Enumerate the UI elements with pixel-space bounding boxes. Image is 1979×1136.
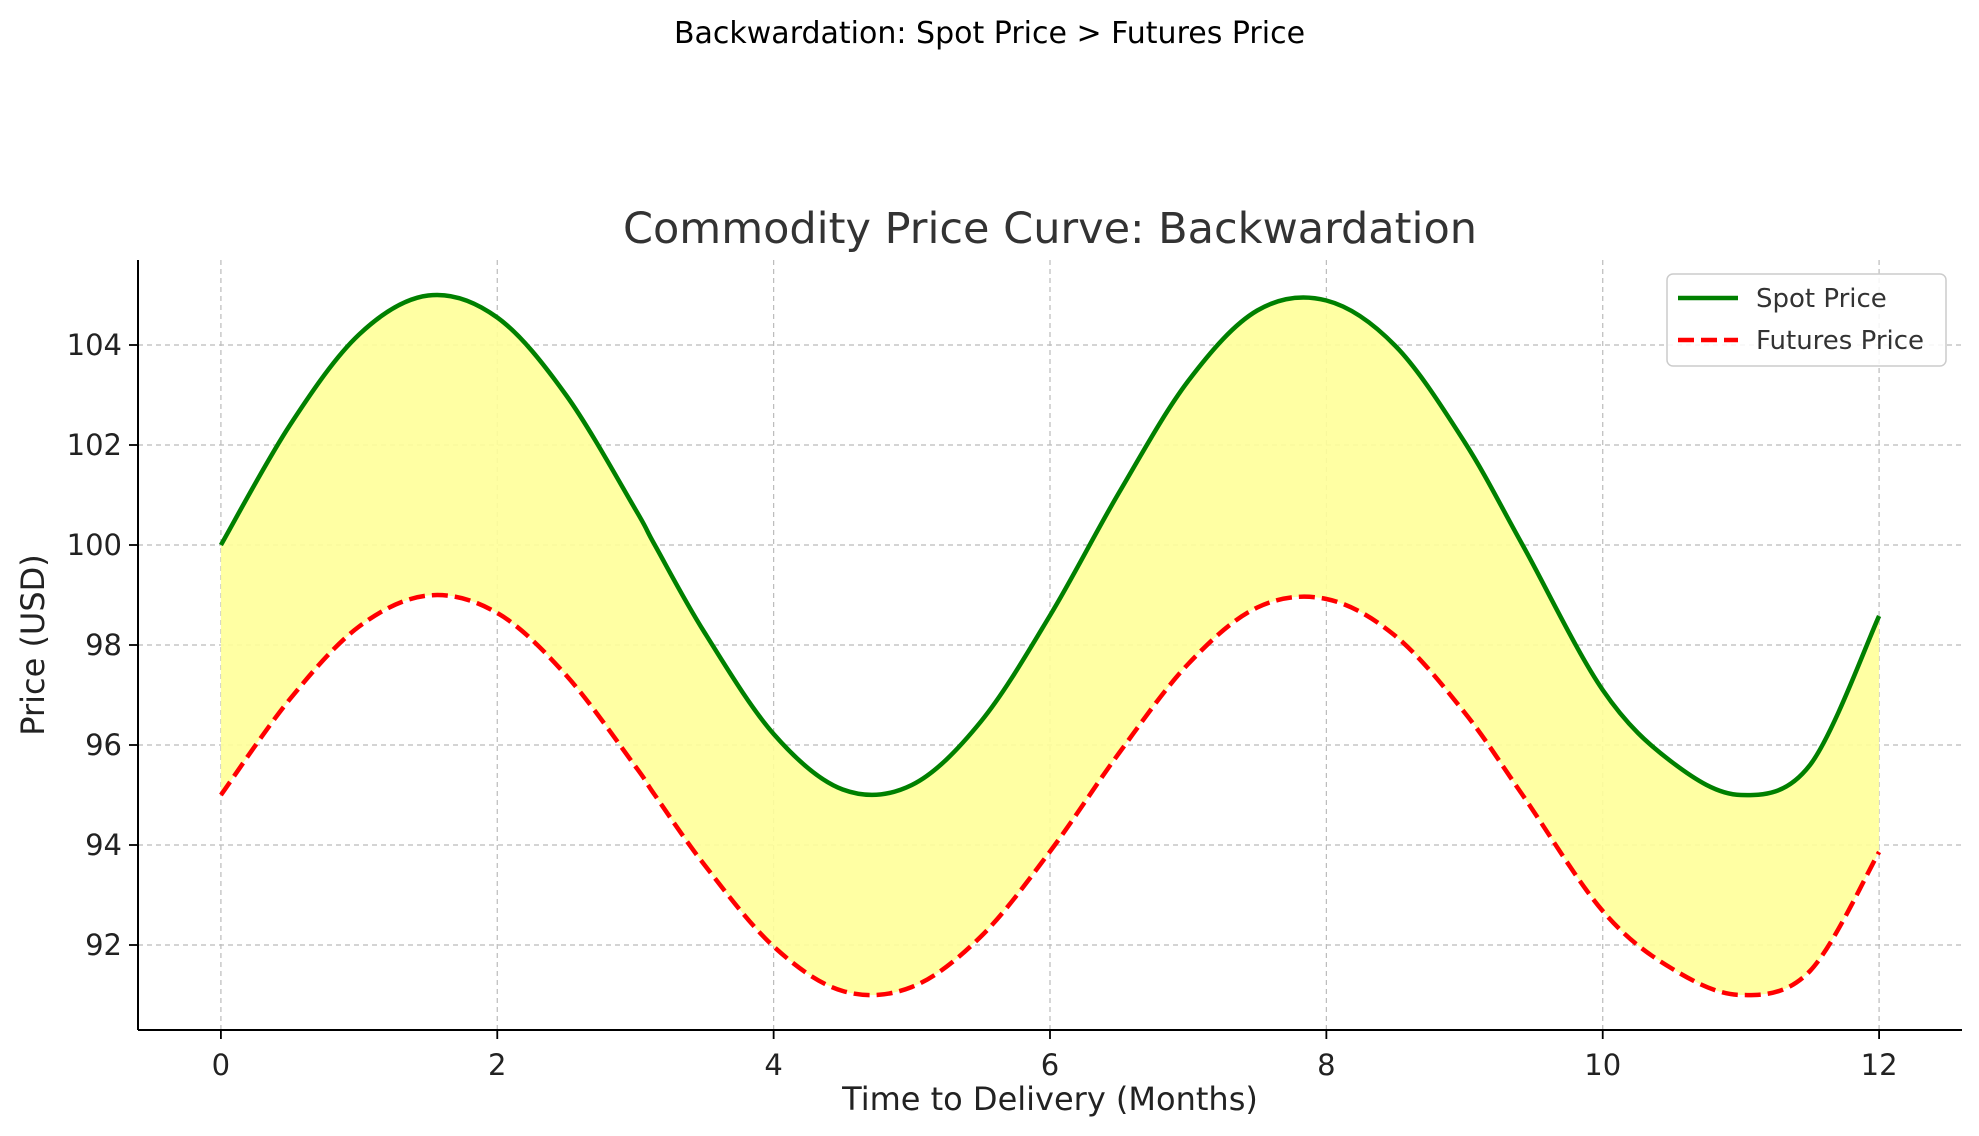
futures-price-point [1521, 793, 1525, 797]
ticks: 0 2 4 6 8 10 12 92 94 96 98 100 102 104 [67, 328, 1898, 1082]
futures-price-point [979, 935, 983, 939]
futures-price-point [1186, 662, 1190, 666]
futures-price-point [564, 674, 568, 678]
spot-price-point [1186, 379, 1190, 383]
x-tick-label: 2 [488, 1048, 506, 1082]
spot-price-point [495, 316, 499, 320]
futures-price-point [653, 793, 657, 797]
spot-price-point [1877, 614, 1881, 618]
spot-price-point [979, 720, 983, 724]
spot-price-point [1521, 543, 1525, 547]
futures-price-point [1877, 850, 1881, 854]
y-tick-label: 102 [67, 428, 122, 462]
x-tick-label: 8 [1317, 1048, 1335, 1082]
spot-price-point [1117, 491, 1121, 495]
figure-title: Backwardation: Spot Price > Futures Pric… [673, 16, 1306, 51]
legend: Spot Price Futures Price [1666, 273, 1947, 367]
futures-price-point [1739, 993, 1743, 997]
y-tick-label: 100 [67, 528, 122, 562]
y-tick-label: 104 [67, 328, 122, 362]
legend-label-spot: Spot Price [1756, 284, 1887, 314]
futures-price-point [1463, 711, 1467, 715]
futures-price-point [910, 985, 914, 989]
y-axis-label: Price (USD) [14, 554, 52, 736]
plot-title: Commodity Price Curve: Backwardation [623, 204, 1477, 254]
y-tick-label: 96 [85, 728, 122, 762]
futures-price-point [1117, 751, 1121, 755]
spot-price-point [1393, 344, 1397, 348]
futures-price-point [1601, 909, 1605, 913]
x-tick-label: 6 [1041, 1048, 1059, 1082]
x-tick-label: 4 [764, 1048, 782, 1082]
spot-price-point [288, 423, 292, 427]
y-tick-label: 94 [85, 828, 122, 862]
spot-price-point [357, 333, 361, 337]
x-tick-label: 0 [212, 1048, 230, 1082]
futures-price-point [426, 594, 430, 598]
spot-price-point [426, 294, 430, 298]
spot-price-point [1048, 614, 1052, 618]
spot-price-point [219, 543, 223, 547]
x-tick-label: 10 [1584, 1048, 1621, 1082]
futures-price-point [841, 989, 845, 993]
futures-price-point [1255, 606, 1259, 610]
spot-price-point [1601, 688, 1605, 692]
fill-between-area [220, 294, 1880, 996]
futures-price-point [633, 765, 637, 769]
futures-price-point [495, 611, 499, 615]
spot-price-point [1808, 763, 1812, 767]
spot-price-point [1670, 760, 1674, 764]
futures-price-point [772, 945, 776, 949]
spot-price-point [1324, 299, 1328, 303]
spot-price-point [703, 631, 707, 635]
futures-price-point [1048, 850, 1052, 854]
spot-price-point [841, 788, 845, 792]
futures-price-line [219, 592, 1882, 998]
y-tick-label: 92 [85, 928, 122, 962]
futures-price-point [1670, 967, 1674, 971]
spot-price-point [910, 783, 914, 787]
spot-price-point [1739, 793, 1743, 797]
spot-price-point [633, 508, 637, 512]
spot-price-point [653, 543, 657, 547]
spot-price-point [1463, 440, 1467, 444]
futures-price-point [1808, 969, 1812, 973]
futures-price-point [219, 793, 223, 797]
spot-price-line [218, 292, 1882, 798]
spot-price-point [1255, 309, 1259, 313]
futures-price-point [357, 625, 361, 629]
x-axis-label: Time to Delivery (Months) [841, 1080, 1258, 1118]
legend-label-futures: Futures Price [1756, 326, 1924, 356]
spot-price-point [772, 732, 776, 736]
y-tick-label: 98 [85, 628, 122, 662]
spot-price-point [564, 394, 568, 398]
x-tick-label: 12 [1861, 1048, 1898, 1082]
futures-price-point [703, 863, 707, 867]
futures-price-point [1324, 597, 1328, 601]
futures-price-point [288, 697, 292, 701]
futures-price-point [1393, 634, 1397, 638]
